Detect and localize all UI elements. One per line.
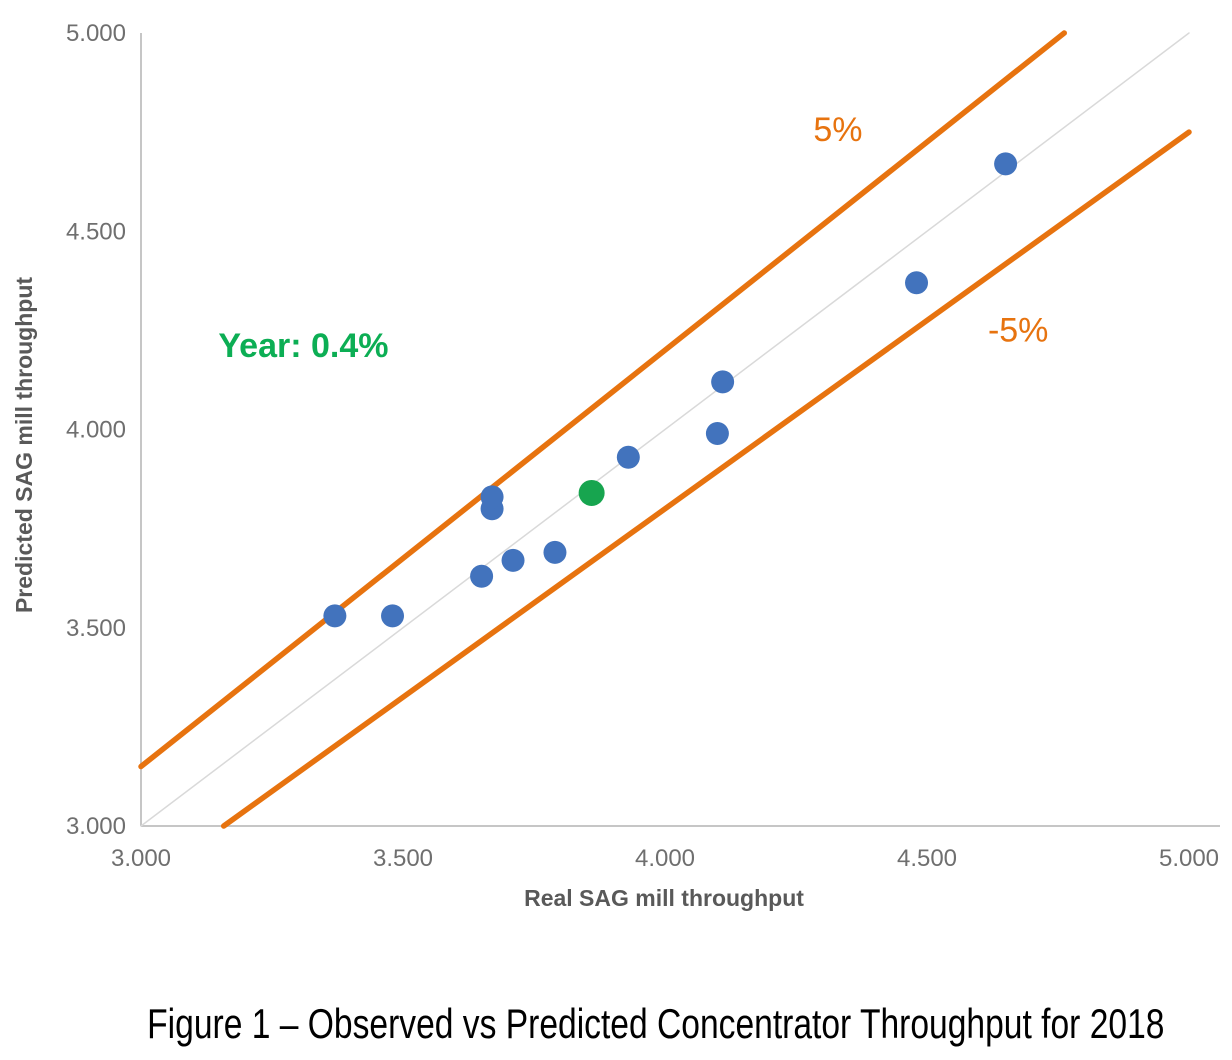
observation-point bbox=[616, 445, 640, 469]
observation-point bbox=[994, 152, 1018, 176]
y-tick-label: 4.000 bbox=[66, 417, 126, 444]
figure-caption: Figure 1 – Observed vs Predicted Concent… bbox=[20, 1000, 1232, 1048]
observation-point bbox=[323, 604, 347, 628]
y-tick-label: 5.000 bbox=[66, 20, 126, 47]
plus-5-percent-band-line bbox=[138, 30, 1067, 770]
year-average-point bbox=[578, 479, 605, 506]
x-tick-label: 4.000 bbox=[635, 845, 695, 872]
x-tick-label: 3.000 bbox=[111, 845, 171, 872]
y-tick-label: 3.000 bbox=[66, 813, 126, 840]
identity-line bbox=[140, 32, 1190, 827]
x-tick-label: 3.500 bbox=[373, 845, 433, 872]
observation-point bbox=[480, 485, 504, 509]
x-tick-label: 4.500 bbox=[897, 845, 957, 872]
minus-5-percent-band-line bbox=[220, 129, 1192, 829]
minus-band-label: -5% bbox=[988, 311, 1048, 349]
observation-point bbox=[705, 421, 729, 445]
observation-point bbox=[470, 564, 494, 588]
y-tick-label: 3.500 bbox=[66, 615, 126, 642]
plus-band-label: 5% bbox=[813, 111, 862, 149]
x-tick-label: 5.000 bbox=[1159, 845, 1219, 872]
y-tick-label: 4.500 bbox=[66, 218, 126, 245]
observation-point bbox=[501, 548, 525, 572]
observation-point bbox=[543, 540, 567, 564]
figure-caption-text: Figure 1 – Observed vs Predicted Concent… bbox=[147, 1000, 1165, 1047]
y-axis-title: Predicted SAG mill throughput bbox=[11, 277, 37, 613]
scatter-chart: 3.000 3.500 4.000 4.500 5.000 3.000 3.500 4.000… bbox=[11, 20, 1220, 911]
observation-point bbox=[711, 370, 735, 394]
x-axis-title: Real SAG mill throughput bbox=[524, 885, 804, 911]
observation-point bbox=[381, 604, 405, 628]
observation-point bbox=[905, 271, 929, 295]
year-accuracy-label: Year: 0.4% bbox=[218, 327, 388, 365]
